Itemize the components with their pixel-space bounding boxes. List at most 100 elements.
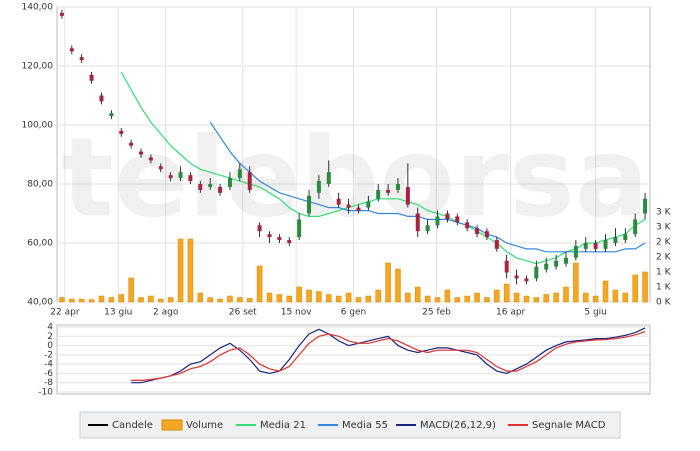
legend-label: Volume (186, 420, 223, 431)
volume-bar (612, 289, 619, 303)
y2-tick-label: 0 K (656, 298, 672, 308)
x-tick-label: 13 giu (104, 308, 132, 318)
volume-bar (246, 298, 253, 303)
candle-body (484, 231, 489, 238)
candle-body (287, 240, 292, 243)
candle-body (643, 198, 648, 214)
candle-body (336, 198, 341, 205)
legend-label: Media 55 (342, 420, 388, 431)
volume-bar (118, 294, 124, 303)
volume-bar (622, 292, 629, 303)
candle-body (89, 74, 94, 81)
candle-body (237, 169, 242, 179)
volume-bar (642, 271, 648, 303)
candle-body (475, 228, 480, 235)
candle-body (168, 175, 173, 179)
volume-bar (108, 297, 115, 303)
volume-bar (335, 295, 342, 303)
candle-body (247, 172, 252, 190)
y2-tick-label: 3 K (656, 222, 672, 232)
volume-bar (454, 297, 461, 303)
candle-body (445, 213, 450, 220)
candle-body (208, 184, 213, 187)
candle-body (405, 186, 410, 205)
candle-body (386, 189, 391, 193)
volume-bar (602, 280, 609, 303)
candle-body (633, 219, 638, 235)
volume-bar (237, 297, 243, 303)
volume-bar (484, 297, 490, 303)
watermark: teleborsa (61, 113, 649, 241)
volume-bar (523, 295, 530, 303)
y-tick-label: 40,00 (27, 298, 53, 308)
candle-body (415, 213, 420, 232)
candle-body (356, 207, 361, 211)
candle-body (623, 234, 628, 241)
candle-body (99, 95, 104, 102)
candle-body (435, 216, 440, 226)
volume-bar (326, 294, 332, 303)
y-tick-label: 60,00 (27, 239, 53, 249)
candle-body (307, 195, 312, 214)
candle-body (218, 186, 223, 193)
volume-bar (395, 268, 401, 303)
volume-bar (414, 286, 421, 303)
line-series (131, 327, 646, 384)
candle-body (316, 181, 321, 193)
legend-label: Segnale MACD (532, 420, 606, 431)
candle-body (148, 157, 153, 161)
volume-bar (385, 262, 391, 303)
volume-bar (494, 289, 500, 303)
candle-body (277, 237, 282, 241)
y2-tick-label: 3 K (656, 207, 672, 217)
candle-body (109, 113, 114, 117)
x-tick-label: 25 feb (422, 308, 451, 318)
candle-body (267, 234, 272, 238)
volume-bar (464, 295, 470, 303)
candle-body (59, 12, 64, 16)
candle-body (227, 178, 232, 187)
volume-bar (345, 292, 352, 303)
volume-bar (296, 286, 302, 303)
candle-body (425, 225, 430, 232)
y-tick-label: 100,00 (22, 121, 54, 131)
candle-body (188, 175, 193, 182)
volume-bar (355, 297, 362, 303)
x-tick-label: 26 set (229, 308, 258, 318)
legend-label: Candele (112, 420, 153, 431)
volume-bar (365, 295, 372, 303)
candle-body (178, 172, 183, 179)
y-tick-label: 2 (47, 332, 53, 342)
x-tick-label: 6 gen (341, 308, 367, 318)
y-tick-label: -6 (44, 369, 53, 379)
y-tick-label: -4 (44, 360, 53, 370)
volume-bar (78, 298, 85, 303)
candle-body (603, 240, 608, 249)
volume-bar (553, 292, 559, 303)
candle-body (544, 263, 549, 270)
volume-bar (197, 292, 204, 303)
volume-bar (177, 238, 184, 303)
volume-bar (217, 298, 223, 303)
volume-bar (424, 295, 431, 303)
volume-bar (513, 292, 520, 303)
volume-bar (632, 274, 638, 303)
volume-bar (444, 289, 451, 303)
line-series (120, 71, 646, 265)
candle-body (129, 142, 134, 146)
candle-body (326, 172, 331, 184)
volume-bar (405, 292, 411, 303)
candle-body (554, 260, 559, 267)
candle-body (613, 237, 618, 243)
volume-bar (563, 286, 569, 303)
y-tick-label: -2 (44, 350, 53, 360)
x-tick-label: 22 apr (50, 308, 80, 318)
candle-body (346, 204, 351, 208)
candle-body (69, 48, 74, 52)
volume-bar (69, 298, 75, 303)
y2-tick-label: 1 K (656, 282, 672, 292)
legend-label: MACD(26,12,9) (420, 420, 496, 431)
y-tick-label: 4 (47, 323, 53, 333)
volume-bar (286, 295, 293, 303)
candle-body (504, 260, 509, 273)
